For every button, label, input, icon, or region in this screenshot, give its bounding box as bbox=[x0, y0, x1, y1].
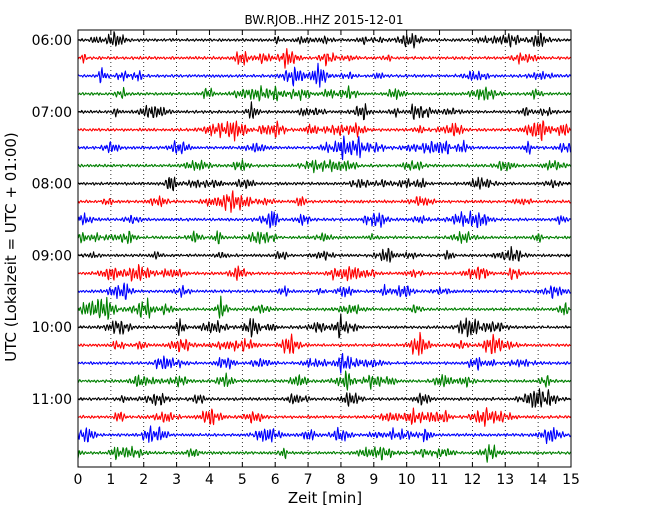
trace-1 bbox=[77, 48, 571, 69]
trace-5 bbox=[77, 120, 572, 142]
trace-7 bbox=[77, 159, 572, 174]
trace-15 bbox=[77, 295, 571, 320]
trace-13 bbox=[77, 263, 571, 282]
x-tick-label-13: 13 bbox=[496, 472, 514, 488]
trace-0 bbox=[77, 31, 571, 49]
x-tick-label-6: 6 bbox=[271, 472, 280, 488]
trace-4 bbox=[77, 101, 572, 121]
trace-22 bbox=[77, 425, 572, 445]
y-tick-label-0: 06:00 bbox=[32, 33, 72, 49]
trace-21 bbox=[77, 407, 572, 427]
x-tick-label-9: 9 bbox=[369, 472, 378, 488]
x-tick-label-2: 2 bbox=[139, 472, 148, 488]
x-axis-label: Zeit [min] bbox=[288, 489, 362, 507]
x-tick-label-11: 11 bbox=[431, 472, 449, 488]
trace-20 bbox=[77, 388, 571, 408]
trace-3 bbox=[77, 85, 572, 102]
x-tick-label-3: 3 bbox=[172, 472, 181, 488]
x-tick-label-7: 7 bbox=[304, 472, 313, 488]
trace-16 bbox=[77, 313, 571, 339]
y-axis-ticks: 06:00 07:00 08:00 09:00 10:00 11:00 bbox=[32, 33, 571, 408]
trace-6 bbox=[77, 135, 572, 161]
x-tick-label-14: 14 bbox=[529, 472, 547, 488]
y-axis-label: UTC (Lokalzeit = UTC + 01:00) bbox=[2, 132, 20, 362]
x-tick-label-12: 12 bbox=[463, 472, 481, 488]
trace-10 bbox=[77, 210, 572, 229]
plot-frame bbox=[77, 29, 572, 468]
x-axis-ticks: 0 1 2 3 4 5 6 7 8 9 10 11 12 13 14 15 bbox=[74, 30, 580, 488]
vertical-grid bbox=[110, 30, 539, 467]
trace-2 bbox=[77, 62, 572, 88]
trace-12 bbox=[77, 245, 571, 263]
trace-19 bbox=[77, 370, 572, 391]
trace-8 bbox=[77, 176, 572, 192]
y-tick-label-4: 10:00 bbox=[32, 320, 72, 336]
trace-11 bbox=[77, 230, 571, 245]
x-tick-label-10: 10 bbox=[398, 472, 416, 488]
traces bbox=[77, 31, 572, 463]
trace-18 bbox=[77, 352, 571, 374]
x-tick-label-4: 4 bbox=[205, 472, 214, 488]
trace-23 bbox=[77, 444, 572, 463]
y-tick-label-1: 07:00 bbox=[32, 105, 72, 121]
trace-17 bbox=[77, 331, 571, 356]
y-tick-label-5: 11:00 bbox=[32, 392, 72, 408]
y-tick-label-2: 08:00 bbox=[32, 177, 72, 193]
x-tick-label-8: 8 bbox=[336, 472, 345, 488]
trace-14 bbox=[77, 282, 572, 300]
trace-9 bbox=[77, 190, 572, 213]
x-tick-label-5: 5 bbox=[238, 472, 247, 488]
x-tick-label-1: 1 bbox=[106, 472, 115, 488]
x-tick-label-15: 15 bbox=[562, 472, 580, 488]
chart-title: BW.RJOB..HHZ 2015-12-01 bbox=[244, 13, 403, 27]
y-tick-label-3: 09:00 bbox=[32, 248, 72, 264]
x-tick-label-0: 0 bbox=[74, 472, 83, 488]
